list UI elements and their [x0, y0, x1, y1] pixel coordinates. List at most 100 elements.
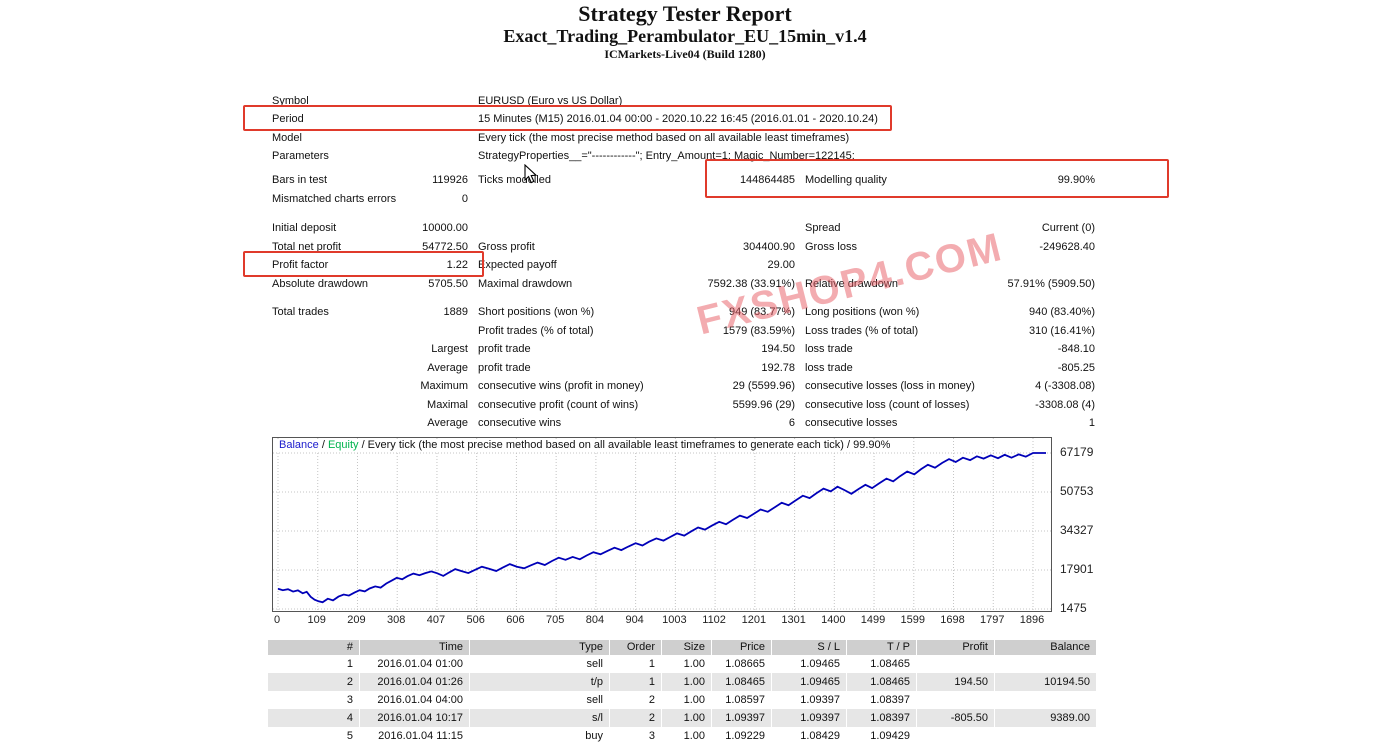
stat-label: Absolute drawdown — [272, 277, 369, 290]
table-cell: 1.00 — [662, 691, 712, 709]
stat-value: 119926 — [432, 174, 468, 186]
stat-label — [272, 322, 410, 340]
stat-label: Modelling quality — [805, 174, 887, 186]
table-cell: 1.08597 — [712, 691, 772, 709]
stat-row: Maximum consecutive wins (profit in money… — [272, 377, 1095, 395]
legend-separator: / — [318, 439, 328, 451]
table-cell: sell — [470, 691, 610, 709]
y-axis-label: 17901 — [1060, 562, 1094, 576]
table-header-cell: Price — [712, 640, 772, 655]
stat-label — [478, 190, 680, 208]
stat-value: Maximum — [420, 380, 468, 392]
table-row: 4 2016.01.04 10:17 s/l 2 1.00 1.09397 1.09397 1… — [268, 709, 1097, 727]
gap — [468, 396, 478, 414]
stat-value: 1579 (83.59%) — [722, 324, 795, 337]
stat-label: Gross loss — [805, 240, 857, 253]
x-axis-label: 308 — [387, 614, 406, 626]
x-axis-label: 506 — [466, 614, 485, 626]
report-header: Strategy Tester Report Exact_Trading_Per… — [0, 2, 1370, 62]
stat-row: Average consecutive wins 6 consecutive loss… — [272, 414, 1095, 432]
stat-value: 310 (16.41%) — [1028, 324, 1095, 337]
stat-value — [680, 190, 795, 208]
stat-value: 144864485 — [739, 174, 795, 186]
table-cell: -805.50 — [917, 709, 995, 727]
stat-value — [680, 219, 795, 237]
table-cell: 1.08397 — [847, 709, 917, 727]
table-cell: 3 — [268, 691, 360, 709]
stat-label — [478, 219, 680, 237]
gap — [468, 322, 478, 340]
x-axis-label: 1102 — [702, 614, 726, 626]
stat-value: Maximal — [427, 398, 468, 411]
stat-value: 1.22 — [446, 259, 468, 271]
stat-row: Profit trades (% of total) 1579 (83.59%) L… — [272, 322, 1095, 340]
balance-chart: Balance / Equity / Every tick (the most … — [272, 437, 1052, 612]
info-row: Symbol EURUSD (Euro vs US Dollar) — [272, 92, 1095, 110]
stat-label: profit trade — [478, 343, 531, 355]
gap — [795, 238, 805, 256]
stat-value: 192.78 — [761, 361, 795, 374]
table-cell: 1.08665 — [712, 655, 772, 673]
table-header-cell: Time — [360, 640, 470, 655]
x-axis-label: 1599 — [900, 614, 926, 626]
stat-value: -848.10 — [1057, 343, 1095, 355]
stat-value: 5599.96 (29) — [732, 398, 795, 411]
stat-label: Profit factor — [272, 259, 329, 271]
table-cell: 1.09429 — [847, 727, 917, 745]
table-row: 5 2016.01.04 11:15 buy 3 1.00 1.09229 1.08429 1… — [268, 727, 1097, 745]
table-cell — [917, 691, 995, 709]
stat-label: consecutive wins (profit in money) — [478, 380, 644, 392]
stat-value: Largest — [431, 343, 468, 355]
x-axis-label: 1797 — [980, 614, 1005, 626]
stat-label: Gross profit — [478, 240, 535, 253]
x-axis-label: 1301 — [781, 614, 806, 626]
table-cell — [917, 655, 995, 673]
x-axis-label: 1003 — [662, 614, 687, 626]
stat-value: Average — [427, 417, 468, 429]
gap — [468, 359, 478, 377]
table-header-cell: Profit — [917, 640, 995, 655]
table-cell: 1.00 — [662, 655, 712, 673]
stat-label — [272, 396, 410, 414]
table-cell: 1.00 — [662, 673, 712, 691]
table-cell: 1.08465 — [847, 673, 917, 691]
x-axis-label: 606 — [506, 614, 525, 626]
table-cell: s/l — [470, 709, 610, 727]
x-axis-label: 407 — [426, 614, 446, 626]
gap — [795, 359, 805, 377]
stat-label: Bars in test — [272, 174, 328, 186]
stat-label: consecutive losses — [805, 417, 898, 429]
stat-label: Spread — [805, 222, 841, 234]
table-cell: 1 — [268, 655, 360, 673]
gap — [468, 414, 478, 432]
stat-label — [805, 190, 990, 208]
table-cell: 194.50 — [917, 673, 995, 691]
stat-row: Maximal consecutive profit (count of wins… — [272, 396, 1095, 414]
gap — [468, 340, 478, 358]
stat-value: 1889 — [443, 306, 468, 318]
table-cell: 1.09397 — [712, 709, 772, 727]
table-cell: 5 — [268, 727, 360, 745]
info-label: Model — [272, 131, 302, 144]
table-cell: 1.09397 — [772, 709, 847, 727]
table-cell: 1.08429 — [772, 727, 847, 745]
table-cell: 1.00 — [662, 709, 712, 727]
stat-value: 0 — [461, 192, 468, 205]
table-header-cell: Type — [470, 640, 610, 655]
stat-value: 6 — [788, 417, 795, 429]
stat-label: Long positions (won %) — [805, 306, 920, 318]
stat-value: 1 — [1088, 417, 1095, 429]
stat-label: Ticks modelled — [478, 174, 551, 186]
table-cell: 2 — [610, 691, 662, 709]
table-cell: 1.09465 — [772, 673, 847, 691]
gap — [468, 256, 478, 274]
stat-row: Absolute drawdown 5705.50 Maximal drawdown… — [272, 275, 1095, 293]
table-header-cell: T / P — [847, 640, 917, 655]
stat-value: Current (0) — [1041, 222, 1095, 234]
gap — [795, 396, 805, 414]
stat-label: loss trade — [805, 361, 853, 374]
table-cell: 2016.01.04 04:00 — [360, 691, 470, 709]
x-axis-label: 0 — [273, 614, 281, 626]
strategy-name: Exact_Trading_Perambulator_EU_15min_v1.4 — [503, 26, 867, 46]
